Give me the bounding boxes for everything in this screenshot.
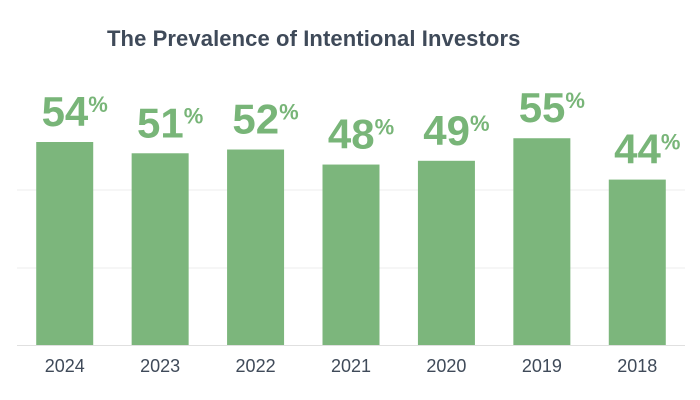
bar-2020	[417, 160, 475, 345]
value-number: 55	[519, 84, 566, 131]
x-tick-label-2023: 2023	[140, 356, 180, 376]
value-number: 44	[614, 126, 661, 173]
value-label-2024: 54%	[42, 88, 108, 135]
value-percent-sign: %	[661, 130, 681, 155]
x-tick-label-2022: 2022	[236, 356, 276, 376]
value-number: 52	[232, 96, 279, 143]
value-percent-sign: %	[470, 111, 490, 136]
value-percent-sign: %	[375, 115, 395, 140]
value-label-2018: 44%	[614, 126, 680, 173]
value-number: 54	[42, 88, 89, 135]
value-number: 49	[423, 107, 470, 154]
value-number: 48	[328, 111, 375, 158]
x-tick-label-2021: 2021	[331, 356, 371, 376]
x-tick-label-2018: 2018	[617, 356, 657, 376]
value-label-2020: 49%	[423, 107, 489, 154]
x-tick-label-2024: 2024	[45, 356, 85, 376]
value-percent-sign: %	[184, 103, 204, 128]
value-percent-sign: %	[88, 92, 108, 117]
x-tick-label-2020: 2020	[426, 356, 466, 376]
chart-title: The Prevalence of Intentional Investors	[107, 26, 521, 51]
x-tick-label-2019: 2019	[522, 356, 562, 376]
bar-2019	[513, 138, 571, 345]
value-number: 51	[137, 99, 184, 146]
value-label-2022: 52%	[232, 96, 298, 143]
bar-2023	[131, 153, 189, 345]
value-label-2021: 48%	[328, 111, 394, 158]
value-label-2019: 55%	[519, 84, 585, 131]
value-label-2023: 51%	[137, 99, 203, 146]
bar-2024	[36, 142, 94, 345]
value-percent-sign: %	[279, 100, 299, 125]
bar-2018	[608, 179, 666, 345]
bar-2021	[322, 164, 380, 345]
bar-2022	[227, 149, 285, 345]
value-percent-sign: %	[565, 88, 585, 113]
